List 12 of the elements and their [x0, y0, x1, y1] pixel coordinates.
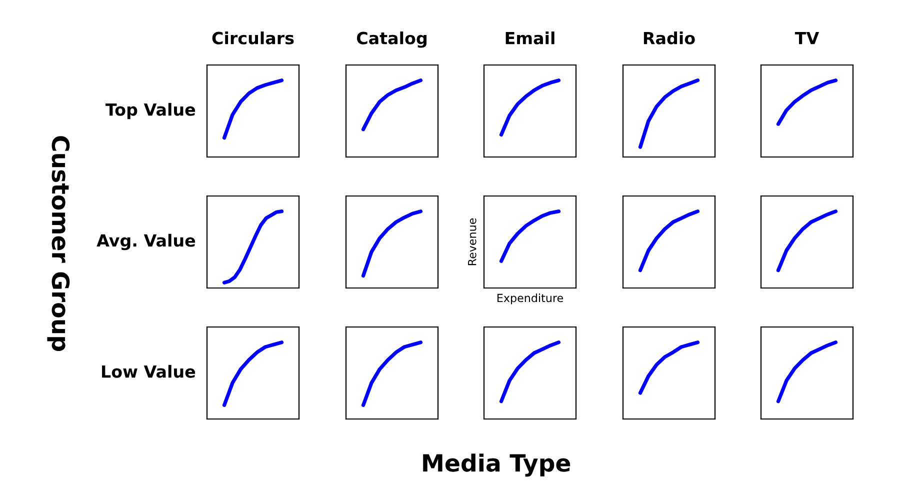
chart-title: Email: [506, 32, 554, 44]
x-axis-title: Expenditure: [497, 294, 564, 304]
y-axis-title: Revenue: [468, 218, 476, 266]
text: Customer Group: [47, 136, 70, 352]
chart-title: Circulars: [212, 32, 294, 44]
chart-title: Catalog: [356, 32, 426, 48]
y-axis-title: Low Value: [102, 364, 196, 378]
chart-title: Radio: [644, 32, 695, 44]
y-axis-title: Top Value: [106, 102, 196, 120]
chart-title: TV: [794, 32, 820, 44]
text: Media Type: [423, 454, 570, 477]
y-axis-title: Avg. Value: [96, 234, 196, 250]
